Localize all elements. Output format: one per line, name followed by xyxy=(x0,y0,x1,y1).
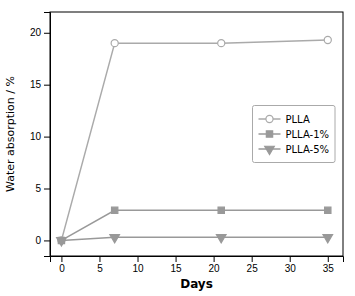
point-marker xyxy=(111,40,118,47)
point-marker xyxy=(325,207,331,213)
tick-label: 10 xyxy=(30,131,42,142)
legend-item: PLLA-5% xyxy=(259,144,330,155)
tick-label: 25 xyxy=(247,263,259,274)
tick-mark xyxy=(328,256,329,262)
legend-item: PLLA xyxy=(259,114,310,125)
series xyxy=(58,207,331,243)
point-marker xyxy=(324,36,331,43)
tick-label: 35 xyxy=(323,263,335,274)
legend: PLLA PLLA-1% PLLA-5% xyxy=(253,106,336,163)
tick: 5 xyxy=(35,183,50,194)
tick: 30 xyxy=(285,256,297,274)
x-axis-title: Days xyxy=(180,277,213,291)
legend-label: PLLA-1% xyxy=(286,129,330,140)
tick: 10 xyxy=(132,256,144,274)
tick-label: 0 xyxy=(35,235,41,246)
tick: 15 xyxy=(171,256,183,274)
axis-line xyxy=(44,13,51,257)
tick-mark xyxy=(44,85,50,86)
tick: 35 xyxy=(323,256,335,274)
tick-label: 30 xyxy=(285,263,297,274)
x-axis: 0 5 10 15 20 25 30 35 xyxy=(51,256,344,274)
legend-marker xyxy=(266,115,273,122)
tick-mark xyxy=(44,240,50,241)
point-marker xyxy=(110,235,120,243)
chart-svg: 0 5 10 15 20 25 30 35 0 5 10 15 20 Days Water absorpti… xyxy=(0,0,355,296)
legend-box xyxy=(253,106,336,163)
tick-mark xyxy=(214,256,215,262)
tick-mark xyxy=(61,256,62,262)
y-axis: 0 5 10 15 20 xyxy=(30,13,51,257)
tick: 20 xyxy=(209,256,221,274)
point-marker xyxy=(218,40,225,47)
tick-mark xyxy=(252,256,253,262)
tick: 5 xyxy=(97,256,103,274)
series xyxy=(57,235,333,246)
tick-label: 0 xyxy=(59,263,65,274)
tick-label: 15 xyxy=(171,263,183,274)
tick-label: 15 xyxy=(30,79,42,90)
tick-label: 10 xyxy=(132,263,144,274)
point-marker xyxy=(323,235,333,243)
series-line xyxy=(61,237,327,240)
tick-label: 5 xyxy=(97,263,103,274)
plot-frame xyxy=(50,12,343,256)
tick-label: 20 xyxy=(209,263,221,274)
tick-mark xyxy=(290,256,291,262)
tick: 0 xyxy=(35,235,50,246)
tick-mark xyxy=(44,33,50,34)
tick-mark xyxy=(176,256,177,262)
chart-container: 0 5 10 15 20 25 30 35 0 5 10 15 20 Days Water absorpti… xyxy=(0,0,355,296)
legend-label: PLLA-5% xyxy=(286,144,330,155)
tick: 15 xyxy=(30,79,50,90)
legend-label: PLLA xyxy=(286,114,310,125)
y-axis-title: Water absorption / % xyxy=(4,76,17,192)
tick-mark xyxy=(44,189,50,190)
tick-mark xyxy=(44,137,50,138)
point-marker xyxy=(216,235,226,243)
tick: 20 xyxy=(30,27,50,38)
tick-mark xyxy=(138,256,139,262)
tick: 25 xyxy=(247,256,259,274)
legend-marker xyxy=(265,146,275,154)
point-marker xyxy=(57,238,67,246)
tick-label: 5 xyxy=(35,183,41,194)
legend-item: PLLA-1% xyxy=(259,129,330,140)
tick: 0 xyxy=(59,256,65,274)
point-marker xyxy=(218,207,224,213)
tick: 10 xyxy=(30,131,50,142)
tick-mark xyxy=(99,256,100,262)
legend-marker xyxy=(266,131,272,137)
axis-line xyxy=(51,257,344,263)
tick-label: 20 xyxy=(30,27,42,38)
point-marker xyxy=(112,207,118,213)
series-line xyxy=(61,210,327,240)
